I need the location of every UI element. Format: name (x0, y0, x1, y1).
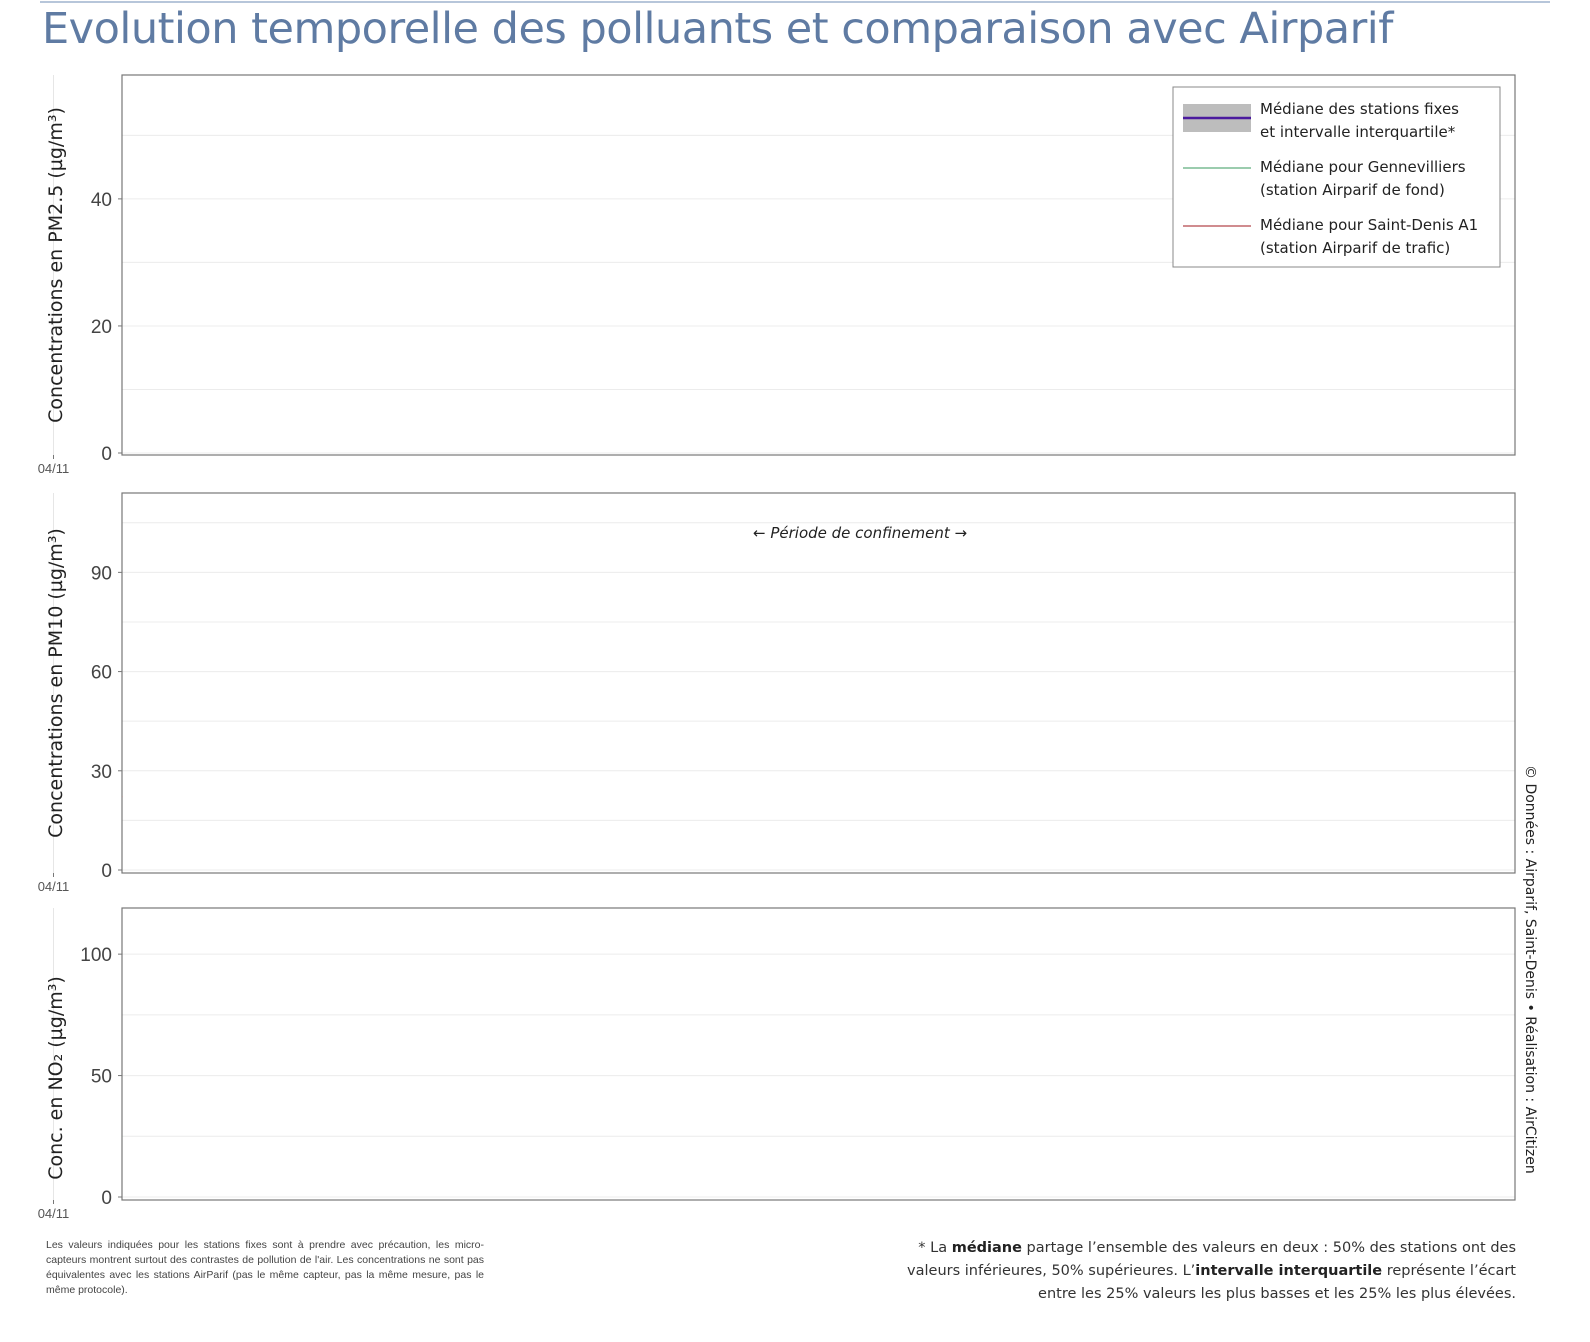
y-tick-label: 0 (101, 444, 112, 465)
plot-frame (121, 492, 1516, 874)
note-bold-median: médiane (951, 1240, 1022, 1256)
y-axis-label: Concentrations en PM2.5 (µg/m³) (45, 107, 67, 423)
note-text: représente l’écart entre les 25% valeurs… (1038, 1263, 1516, 1302)
note-precaution: Les valeurs indiquées pour les stations … (46, 1239, 484, 1296)
plot-frame (121, 74, 1516, 456)
panel-1: 04/1125/1116/1206/0127/0117/0209/0330/03… (38, 492, 1516, 894)
legend-median-line1: Médiane des stations fixes (1260, 100, 1459, 118)
y-axis-label: Conc. en NO₂ (µg/m³) (45, 976, 67, 1180)
y-tick-label: 60 (91, 663, 112, 684)
legend-saintdenis-line1: Médiane pour Saint-Denis A1 (1260, 216, 1478, 234)
y-tick-label: 0 (101, 1188, 112, 1209)
y-tick-label: 40 (91, 190, 112, 211)
y-tick-label: 30 (91, 762, 112, 783)
x-tick-label: 04/11 (38, 1206, 70, 1221)
legend-gennevilliers-line2: (station Airparif de fond) (1260, 181, 1445, 199)
legend-median-line2: et intervalle interquartile* (1260, 123, 1456, 141)
y-tick-label: 20 (91, 317, 112, 338)
x-tick-label: 04/11 (38, 879, 70, 894)
credit-text: © Données : Airparif, Saint-Denis • Réal… (1522, 765, 1538, 1174)
y-axis-label: Concentrations en PM10 (µg/m³) (45, 528, 67, 838)
legend: Médiane des stations fixes et intervalle… (1172, 86, 1501, 268)
note-definitions: * La médiane partage l’ensemble des vale… (880, 1237, 1516, 1306)
note-text: * La (918, 1240, 952, 1256)
y-tick-label: 100 (80, 945, 112, 966)
note-text: partage l’ensemble des valeurs en deux :… (907, 1240, 1516, 1279)
page-title: Evolution temporelle des polluants et co… (42, 4, 1393, 54)
top-rule (40, 1, 1550, 3)
y-tick-label: 50 (91, 1067, 112, 1088)
legend-saintdenis-line2: (station Airparif de trafic) (1260, 239, 1450, 257)
confinement-label: ← Période de confinement → (753, 524, 967, 542)
plot-frame (121, 907, 1516, 1201)
x-tick-label: 04/11 (38, 461, 70, 476)
y-tick-label: 90 (91, 563, 112, 584)
legend-gennevilliers-line1: Médiane pour Gennevilliers (1260, 158, 1466, 176)
note-bold-iqr: intervalle interquartile (1195, 1263, 1383, 1279)
y-tick-label: 0 (101, 861, 112, 882)
panel-2: 04/1125/1116/1206/0127/0117/0209/0330/03… (38, 907, 1516, 1221)
